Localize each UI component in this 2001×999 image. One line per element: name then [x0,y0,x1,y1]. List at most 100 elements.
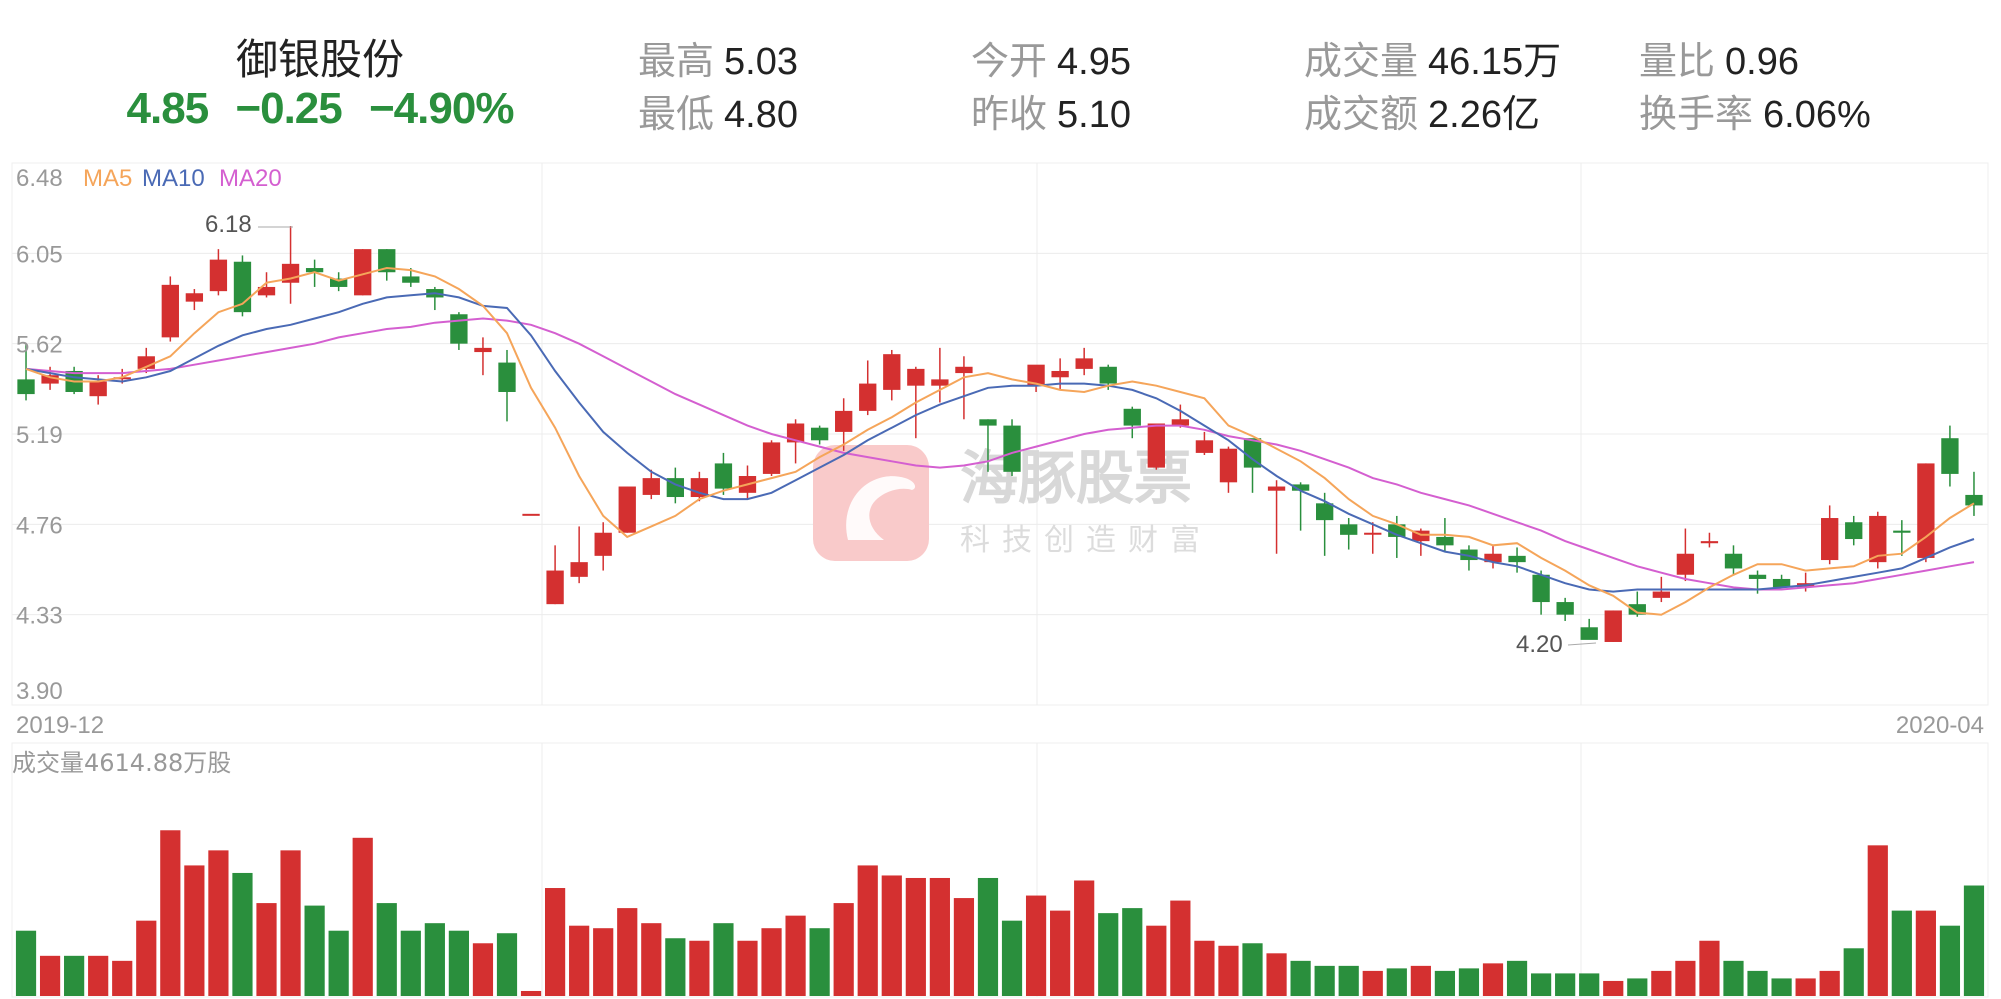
stat-label: 成交量 [1304,39,1419,83]
candle [185,289,204,311]
volume-bar [617,908,638,996]
volume-bar [1771,978,1792,996]
candle [1941,425,1959,487]
stat-turnover-rate: 换手率 6.06% [1639,83,1871,138]
candle [859,360,877,416]
volume-bar [280,850,301,996]
volume-bar [160,830,181,996]
candle [714,452,733,495]
volume-bar [761,928,782,996]
price-quote: 4.85 −0.25 −4.90% [0,84,640,134]
candle [786,419,805,464]
volume-bar [929,877,950,996]
volume-bar [1579,973,1600,996]
stat-label: 今开 [971,39,1048,83]
candle [762,440,781,477]
candle [931,347,949,403]
stat-volume: 成交量 46.15万 [1304,30,1561,85]
volume-bar [1458,968,1480,996]
volume-bar [1482,963,1504,996]
volume-bar [737,940,758,996]
ma10-line [25,292,1975,593]
legend-ma10: MA10 [142,165,205,192]
candle [1027,364,1045,392]
legend-ma20: MA20 [219,165,282,192]
stat-value: 46.15万 [1428,41,1562,83]
volume-bar [1266,953,1287,996]
volume-bar [1530,973,1552,996]
volume-bar [1963,885,1985,996]
candle [161,276,179,342]
volume-bar [857,865,878,996]
volume-bar [713,923,734,996]
volume-bar [352,837,373,996]
volume-bar [1747,970,1768,996]
volume-bar [496,933,518,996]
volume-bar [1555,973,1576,996]
stat-label: 换手率 [1639,92,1754,136]
candle [642,469,660,500]
candle [1965,471,1983,516]
last-price: 4.85 [126,84,210,133]
candle [474,337,492,376]
volume-bar [1242,943,1263,996]
volume-bar [1410,965,1431,996]
volume-bar [905,877,926,996]
candle [1171,404,1190,428]
volume-bar [1867,845,1888,996]
x-start-label: 2019-12 [16,712,104,739]
stat-value: 4.95 [1057,41,1131,83]
y-tick-label: 5.19 [16,422,63,449]
volume-bar [1891,910,1912,996]
volume-bar [1025,895,1047,996]
stat-prev-close: 昨收 5.10 [971,83,1131,138]
volume-bar [112,960,133,996]
volume-bar [1074,880,1095,996]
volume-bar [136,920,157,996]
stat-label: 最低 [638,92,715,136]
candle [835,398,853,451]
stat-value: 4.80 [724,94,798,136]
candle [330,272,348,292]
candle [426,286,444,311]
volume-bar [1627,978,1648,996]
stat-value: 2.26亿 [1428,94,1540,136]
stat-turnover-amount: 成交额 2.26亿 [1304,83,1540,138]
volume-bar [569,925,590,996]
volume-bar [256,903,277,996]
candle [1724,545,1743,575]
candle [979,419,997,472]
volume-total-label: 成交量4614.88万股 [12,749,231,777]
volume-bar [1146,925,1167,996]
stat-label: 量比 [1639,39,1716,83]
volume-bar [785,915,806,996]
candle [257,272,276,298]
price-change-pct: −4.90% [368,84,514,133]
candle [618,486,636,533]
volume-bar [64,955,85,996]
candle [1267,480,1286,554]
volume-bar [1050,910,1071,996]
candle [209,249,228,296]
volume-bar [689,940,710,996]
candle [522,513,540,516]
volume-bar [1338,965,1359,996]
volume-bar [1675,960,1696,996]
candle [233,255,252,317]
volume-bar [1098,913,1119,996]
candle [281,226,300,304]
volume-bar [1218,945,1239,996]
volume-bar [544,888,566,996]
volume-bar [1194,940,1215,996]
legend-ma5: MA5 [83,165,132,192]
volume-bar [1939,925,1961,996]
volume-bar [376,903,397,996]
candle [1700,532,1719,548]
candle [378,249,396,281]
stat-label: 昨收 [971,92,1048,136]
kline-chart[interactable]: 海豚股票 科技创造财富 6.486.055.625.194.764.333.90… [0,160,2001,999]
candle [1604,610,1622,642]
candle [1243,438,1262,493]
candle [1316,492,1334,556]
volume-bar [328,930,349,996]
